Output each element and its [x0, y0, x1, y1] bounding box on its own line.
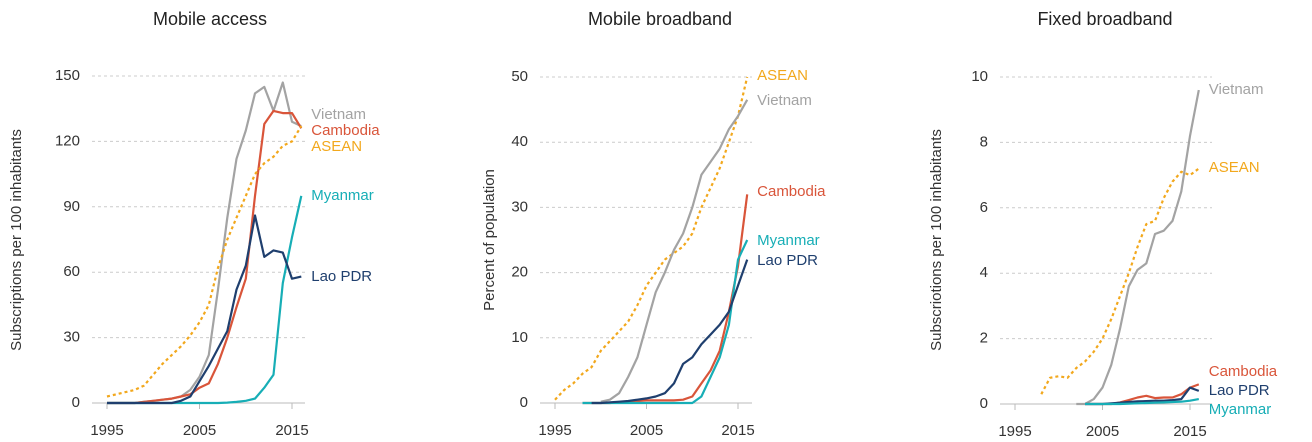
legend-label: Myanmar — [311, 187, 374, 204]
series-line — [1040, 167, 1200, 395]
y-tick-label: 30 — [511, 198, 528, 215]
y-tick-label: 4 — [980, 264, 988, 281]
y-tick-label: 60 — [63, 263, 80, 280]
x-tick-label: 2005 — [183, 422, 216, 439]
y-tick-label: 120 — [55, 132, 80, 149]
y-tick-label: 0 — [980, 395, 988, 412]
legend-label: Lao PDR — [1209, 382, 1270, 399]
x-tick-label: 1995 — [538, 422, 571, 439]
y-tick-label: 30 — [63, 329, 80, 346]
legend-label: Cambodia — [1209, 363, 1278, 380]
legend-label: Cambodia — [311, 122, 380, 139]
legend-label: ASEAN — [757, 67, 808, 84]
y-tick-label: 90 — [63, 198, 80, 215]
legend-label: Vietnam — [757, 92, 812, 109]
legend-label: Lao PDR — [311, 268, 372, 285]
legend-label: Vietnam — [311, 106, 366, 123]
series-line — [1085, 398, 1199, 406]
y-tick-label: 10 — [971, 68, 988, 85]
x-tick-label: 1995 — [998, 423, 1031, 440]
y-tick-label: 0 — [520, 394, 528, 411]
y-tick-label: 150 — [55, 67, 80, 84]
legend-label: Lao PDR — [757, 252, 818, 269]
y-tick-label: 8 — [980, 133, 988, 150]
y-axis-label: Subscriptions per 100 inhabitants — [8, 129, 25, 351]
y-tick-label: 0 — [72, 394, 80, 411]
y-tick-label: 10 — [511, 329, 528, 346]
series-line — [107, 81, 302, 405]
y-axis-label: Subscriotions per 100 inhabitants — [928, 129, 945, 351]
legend-label: Cambodia — [757, 183, 826, 200]
x-tick-label: 2005 — [1086, 423, 1119, 440]
legend-label: Myanmar — [1209, 401, 1272, 418]
y-tick-label: 40 — [511, 133, 528, 150]
y-tick-label: 2 — [980, 330, 988, 347]
series-line — [554, 76, 749, 401]
series-line — [1076, 89, 1200, 406]
legend-label: ASEAN — [311, 138, 362, 155]
y-tick-label: 50 — [511, 68, 528, 85]
x-tick-label: 2015 — [1173, 423, 1206, 440]
chart-title: Fixed broadband — [1037, 9, 1172, 29]
legend-label: Vietnam — [1209, 81, 1264, 98]
series-line — [107, 109, 303, 405]
series-line — [106, 125, 303, 398]
y-tick-label: 6 — [980, 199, 988, 216]
series-line — [591, 259, 749, 405]
series-line — [107, 214, 302, 405]
legend-label: ASEAN — [1209, 159, 1260, 176]
y-tick-label: 20 — [511, 264, 528, 281]
chart-title: Mobile access — [153, 9, 267, 29]
x-tick-label: 1995 — [90, 422, 123, 439]
x-tick-label: 2015 — [275, 422, 308, 439]
chart-title: Mobile broadband — [588, 9, 732, 29]
x-tick-label: 2005 — [630, 422, 663, 439]
x-tick-label: 2015 — [721, 422, 754, 439]
series-line — [600, 99, 749, 403]
series-line — [582, 194, 749, 405]
legend-label: Myanmar — [757, 232, 820, 249]
y-axis-label: Percent of population — [481, 169, 498, 311]
